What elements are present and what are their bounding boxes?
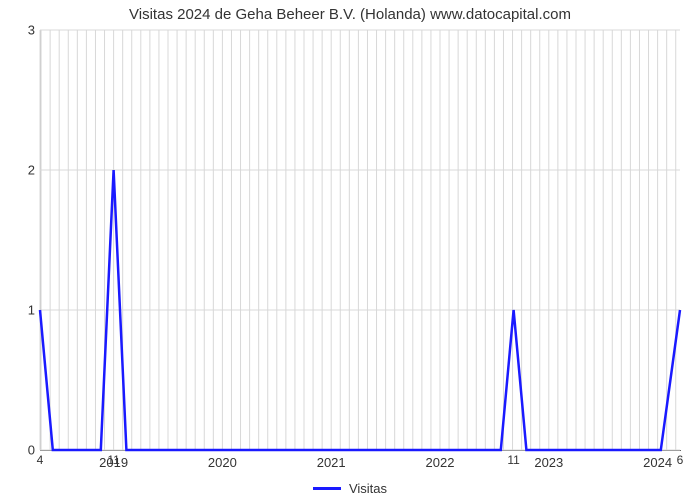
legend-swatch xyxy=(313,487,341,490)
chart-container: Visitas 2024 de Geha Beheer B.V. (Holand… xyxy=(0,0,700,500)
x-tick-label: 2020 xyxy=(208,455,237,470)
y-tick-label: 0 xyxy=(28,443,35,458)
chart-title: Visitas 2024 de Geha Beheer B.V. (Holand… xyxy=(0,6,700,23)
legend-item-visitas: Visitas xyxy=(313,481,387,496)
data-point-label: 11 xyxy=(107,453,119,467)
legend-label: Visitas xyxy=(349,481,387,496)
y-tick-label: 2 xyxy=(28,163,35,178)
grid-lines xyxy=(40,30,680,450)
chart-svg xyxy=(40,30,680,450)
x-tick-label: 2021 xyxy=(317,455,346,470)
x-tick-label: 2022 xyxy=(426,455,455,470)
y-tick-label: 3 xyxy=(28,23,35,38)
data-point-label: 11 xyxy=(507,453,519,467)
x-tick-label: 2023 xyxy=(534,455,563,470)
y-tick-label: 1 xyxy=(28,303,35,318)
x-tick-label: 2024 xyxy=(643,455,672,470)
data-point-label: 4 xyxy=(37,453,44,467)
data-point-label: 6 xyxy=(677,453,684,467)
legend: Visitas xyxy=(0,477,700,496)
